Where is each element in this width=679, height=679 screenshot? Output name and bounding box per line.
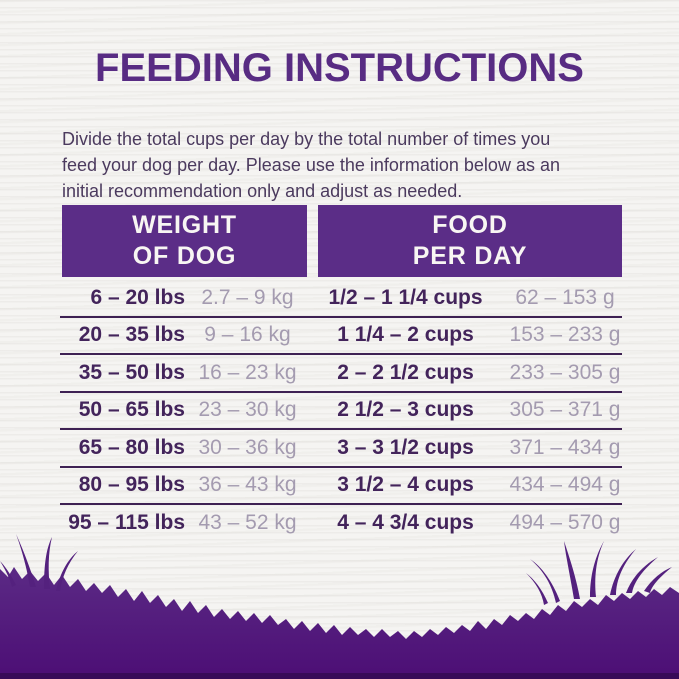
page-title: FEEDING INSTRUCTIONS bbox=[95, 46, 584, 90]
weight-kg: 9 – 16 kg bbox=[204, 323, 291, 347]
food-grams: 305 – 371 g bbox=[509, 398, 621, 422]
table-row: 80 – 95 lbs 36 – 43 kg 3 1/2 – 4 cups 43… bbox=[60, 468, 622, 505]
weight-kg: 30 – 36 kg bbox=[198, 435, 297, 459]
weight-kg: 43 – 52 kg bbox=[198, 510, 297, 534]
food-grams: 153 – 233 g bbox=[509, 323, 621, 347]
column-header-weight-of-dog: WEIGHT OF DOG bbox=[62, 205, 307, 277]
food-cups: 3 1/2 – 4 cups bbox=[337, 473, 474, 497]
food-grams: 62 – 153 g bbox=[515, 285, 615, 309]
weight-lbs: 65 – 80 lbs bbox=[78, 435, 185, 459]
grass-bottom-edge bbox=[0, 673, 679, 679]
table-row: 65 – 80 lbs 30 – 36 kg 3 – 3 1/2 cups 37… bbox=[60, 430, 622, 468]
food-grams: 434 – 494 g bbox=[509, 473, 621, 497]
header-food-line-1: FOOD bbox=[432, 211, 508, 239]
table-row: 95 – 115 lbs 43 – 52 kg 4 – 4 3/4 cups 4… bbox=[60, 505, 622, 543]
food-cups: 2 – 2 1/2 cups bbox=[337, 360, 474, 384]
weight-kg: 36 – 43 kg bbox=[198, 473, 297, 497]
feeding-table: 6 – 20 lbs 2.7 – 9 kg 1/2 – 1 1/4 cups 6… bbox=[60, 280, 622, 543]
weight-lbs: 35 – 50 lbs bbox=[78, 360, 185, 384]
weight-lbs: 50 – 65 lbs bbox=[78, 398, 185, 422]
intro-line-2: feed your dog per day. Please use the in… bbox=[62, 155, 560, 175]
intro-text: Divide the total cups per day by the tot… bbox=[62, 126, 637, 204]
food-cups: 3 – 3 1/2 cups bbox=[337, 435, 474, 459]
weight-kg: 23 – 30 kg bbox=[198, 398, 297, 422]
table-row: 6 – 20 lbs 2.7 – 9 kg 1/2 – 1 1/4 cups 6… bbox=[60, 280, 622, 318]
header-weight-line-1: WEIGHT bbox=[132, 211, 237, 239]
table-row: 50 – 65 lbs 23 – 30 kg 2 1/2 – 3 cups 30… bbox=[60, 393, 622, 430]
intro-line-1: Divide the total cups per day by the tot… bbox=[62, 129, 551, 149]
grass-silhouette-graphic bbox=[0, 534, 679, 679]
grass-blades-left bbox=[0, 534, 78, 591]
column-header-food-per-day: FOOD PER DAY bbox=[318, 205, 622, 277]
food-grams: 494 – 570 g bbox=[509, 510, 621, 534]
food-grams: 371 – 434 g bbox=[509, 435, 621, 459]
weight-kg: 16 – 23 kg bbox=[198, 360, 297, 384]
intro-line-3: initial recommendation only and adjust a… bbox=[62, 181, 463, 201]
food-cups: 1 1/4 – 2 cups bbox=[337, 323, 474, 347]
header-weight-line-2: OF DOG bbox=[132, 242, 237, 270]
food-cups: 4 – 4 3/4 cups bbox=[337, 510, 474, 534]
food-cups: 2 1/2 – 3 cups bbox=[337, 398, 474, 422]
table-row: 20 – 35 lbs 9 – 16 kg 1 1/4 – 2 cups 153… bbox=[60, 318, 622, 355]
weight-lbs: 6 – 20 lbs bbox=[90, 285, 185, 309]
weight-lbs: 20 – 35 lbs bbox=[78, 323, 185, 347]
weight-lbs: 95 – 115 lbs bbox=[68, 510, 185, 534]
food-grams: 233 – 305 g bbox=[509, 360, 621, 384]
grass-blades-right bbox=[526, 541, 672, 605]
food-cups: 1/2 – 1 1/4 cups bbox=[328, 285, 483, 309]
table-row: 35 – 50 lbs 16 – 23 kg 2 – 2 1/2 cups 23… bbox=[60, 355, 622, 393]
header-food-line-2: PER DAY bbox=[412, 242, 528, 270]
weight-kg: 2.7 – 9 kg bbox=[201, 285, 294, 309]
weight-lbs: 80 – 95 lbs bbox=[78, 473, 185, 497]
